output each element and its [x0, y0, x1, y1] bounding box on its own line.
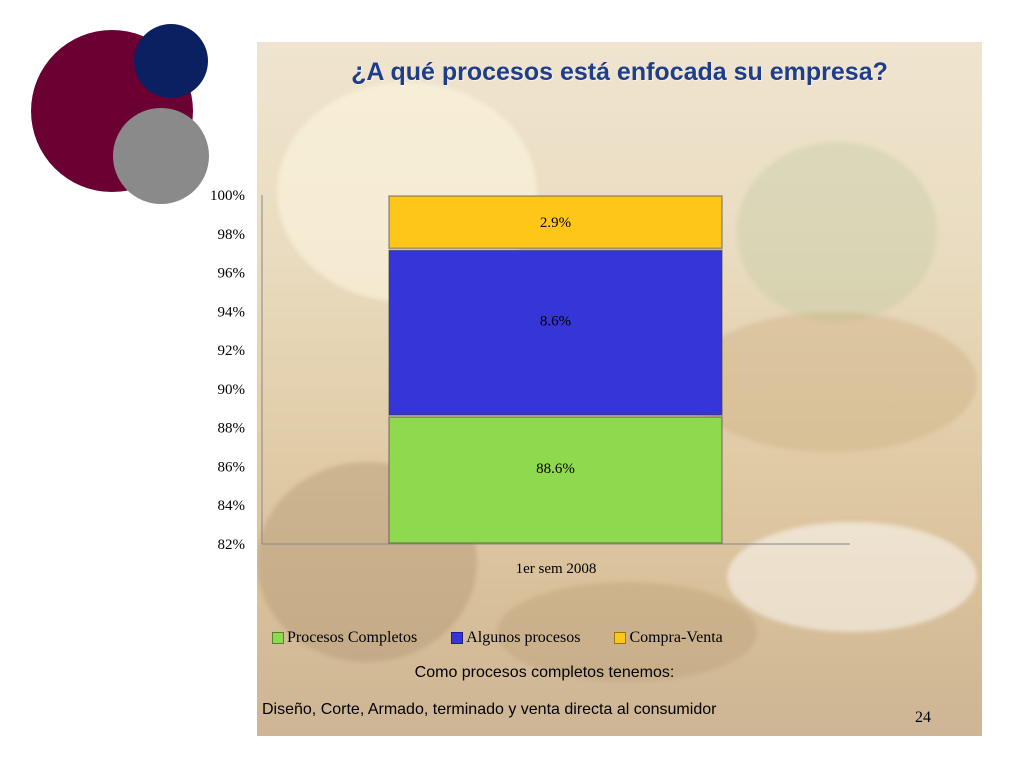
slide-title: ¿A qué procesos está enfocada su empresa…: [351, 58, 888, 86]
data-label: 2.9%: [540, 215, 571, 231]
legend-label: Compra-Venta: [629, 629, 723, 646]
y-tick-label: 88%: [218, 421, 246, 437]
legend-swatch: [272, 632, 284, 644]
legend-label: Procesos Completos: [287, 629, 418, 646]
data-label: 8.6%: [540, 314, 571, 330]
note-line-2: Diseño, Corte, Armado, terminado y venta…: [262, 701, 717, 718]
legend-item-algunos-procesos: Algunos procesos: [451, 629, 580, 647]
chart-legend: Procesos Completos Algunos procesos Comp…: [272, 629, 723, 647]
y-tick-label: 100%: [210, 188, 245, 204]
y-tick-label: 86%: [218, 459, 246, 475]
legend-label: Algunos procesos: [466, 629, 581, 646]
y-axis-ticks: 100% 98% 96% 94% 92% 90% 88% 86% 84% 82%: [210, 188, 245, 553]
y-tick-label: 90%: [218, 382, 246, 398]
data-label: 88.6%: [536, 461, 575, 477]
bar-segment-algunos-procesos: [388, 249, 723, 416]
y-tick-label: 84%: [218, 498, 246, 514]
x-category-label: 1er sem 2008: [516, 561, 597, 577]
y-tick-label: 94%: [218, 304, 246, 320]
bar-segment-compra-venta: [388, 195, 723, 250]
decorative-circle-navy: [134, 24, 208, 98]
y-tick-label: 96%: [218, 266, 246, 282]
legend-swatch: [451, 632, 464, 644]
bar-data-labels: 88.6% 8.6% 2.9%: [536, 215, 575, 477]
decorative-circle-gray: [113, 108, 209, 204]
bar-segment-procesos-completos: [388, 416, 723, 544]
y-tick-label: 82%: [218, 537, 246, 553]
note-line-1: Como procesos completos tenemos:: [414, 664, 675, 681]
y-tick-label: 92%: [218, 343, 246, 359]
legend-item-compra-venta: Compra-Venta: [614, 629, 723, 647]
bar-segments: [388, 195, 723, 544]
legend-item-procesos-completos: Procesos Completos: [272, 629, 417, 647]
slide-number: 24: [915, 709, 931, 726]
y-tick-label: 98%: [218, 227, 246, 243]
legend-swatch: [614, 632, 627, 644]
